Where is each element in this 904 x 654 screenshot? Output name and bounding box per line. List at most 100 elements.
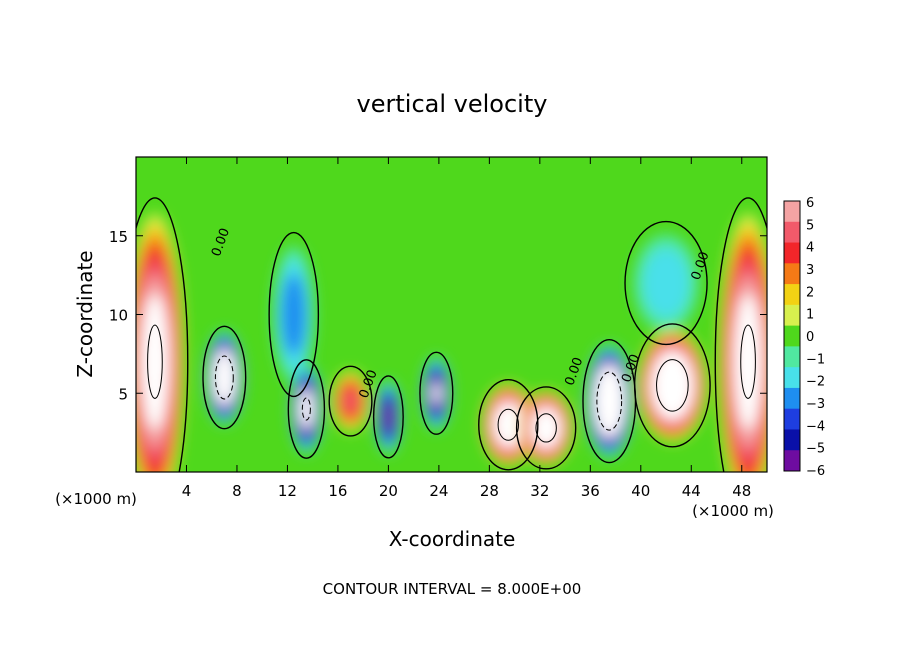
- colorbar-tick-label: 0: [806, 330, 814, 345]
- y-tick-label: 5: [118, 385, 128, 403]
- colorbar-frame: [783, 200, 801, 472]
- zero-contour: [478, 379, 539, 471]
- colorbar-tick-label: 2: [806, 285, 814, 300]
- colorbar-tick-label: 3: [806, 263, 814, 278]
- x-unit-left: (×1000 m): [55, 490, 137, 508]
- zero-contour: [328, 365, 373, 437]
- interval-contour: [147, 324, 163, 399]
- x-tick-label: 24: [429, 482, 448, 500]
- x-tick-label: 36: [581, 482, 600, 500]
- field-band: [301, 396, 311, 422]
- x-tick-label: 12: [278, 482, 297, 500]
- field-feature-negative: [290, 364, 323, 454]
- field-feature-negative: [633, 234, 699, 332]
- colorbar-tick-label: 4: [806, 241, 814, 256]
- colorbar: 6 5 4 3 2 1 0 −1 −2 −3 −4 −5 −6: [783, 196, 825, 479]
- contour-interval-footer: CONTOUR INTERVAL = 8.000E+00: [323, 580, 582, 598]
- field-feature-positive: [637, 329, 707, 442]
- field-band: [219, 365, 230, 390]
- zero-contour: [515, 386, 577, 470]
- colorbar-tick-label: −2: [806, 375, 825, 390]
- field-feature-positive: [331, 370, 370, 432]
- colorbar-tick-label: −4: [806, 419, 825, 434]
- field-band: [642, 247, 690, 319]
- field-band: [146, 320, 164, 404]
- field-band: [431, 382, 441, 405]
- interval-contour: [497, 408, 519, 441]
- x-tick-label: 4: [182, 482, 192, 500]
- zero-contour: [202, 325, 247, 430]
- colorbar-swatch: [784, 450, 800, 472]
- colorbar-swatch: [784, 304, 800, 327]
- field-band: [603, 387, 615, 415]
- colorbar-swatch: [784, 263, 800, 285]
- x-tick-label: 32: [530, 482, 549, 500]
- colorbar-swatch: [784, 429, 800, 451]
- y-axis-ticks: 5 10 15: [109, 228, 767, 403]
- colorbar-swatch: [784, 387, 800, 410]
- y-tick-label: 15: [109, 228, 128, 246]
- colorbar-swatch: [784, 242, 800, 264]
- colorbar-swatch: [784, 284, 800, 306]
- field-band: [739, 320, 757, 404]
- field-feature-positive: [481, 383, 536, 466]
- colorbar-swatch: [784, 367, 800, 389]
- zero-contour: [633, 323, 711, 448]
- field-band: [281, 273, 307, 356]
- interval-contour: [535, 413, 557, 443]
- interval-contour: [740, 324, 756, 399]
- heatmap-area: [136, 157, 767, 472]
- zero-contour: [419, 351, 454, 435]
- x-tick-label: 28: [480, 482, 499, 500]
- x-unit-right: (×1000 m): [692, 502, 774, 520]
- colorbar-tick-label: −3: [806, 397, 825, 412]
- field-feature-negative: [375, 380, 402, 454]
- x-tick-label: 20: [379, 482, 398, 500]
- x-tick-label: 8: [232, 482, 242, 500]
- zero-contour: [287, 359, 326, 459]
- field-band: [343, 390, 358, 413]
- zero-contour: [624, 220, 708, 346]
- field-band: [382, 401, 394, 433]
- colorbar-swatch: [784, 346, 800, 368]
- colorbar-swatch: [784, 325, 800, 347]
- zero-contour: [268, 231, 320, 398]
- field-band: [501, 413, 516, 436]
- x-axis-ticks: 4 8 12 16 20 24 28 32 36 40 44 48: [182, 157, 751, 500]
- colorbar-swatch: [784, 221, 800, 244]
- field-band: [539, 418, 554, 438]
- interval-contour: [596, 371, 623, 431]
- field-feature-negative: [273, 246, 315, 383]
- colorbar-tick-label: −6: [806, 464, 825, 479]
- colorbar-tick-label: 1: [806, 308, 814, 323]
- chart-title: vertical velocity: [357, 90, 548, 118]
- x-axis-label: X-coordinate: [389, 527, 516, 551]
- field-band: [663, 371, 681, 400]
- field-feature-positive: [718, 213, 767, 472]
- field-feature-negative: [421, 356, 452, 430]
- x-tick-label: 40: [631, 482, 650, 500]
- field-feature-negative: [204, 330, 244, 425]
- y-axis-label: Z-coordinate: [73, 250, 97, 377]
- velocity-field: [136, 213, 767, 472]
- field-feature-negative: [585, 344, 634, 458]
- colorbar-swatch: [784, 201, 800, 223]
- colorbar-swatch: [784, 408, 800, 430]
- field-feature-positive: [136, 213, 185, 472]
- zero-contour: [136, 197, 189, 472]
- interval-contour: [301, 397, 311, 421]
- colorbar-tick-label: 6: [806, 196, 814, 211]
- y-tick-label: 10: [109, 307, 128, 325]
- x-tick-label: 44: [682, 482, 701, 500]
- x-tick-label: 16: [328, 482, 347, 500]
- colorbar-tick-label: −5: [806, 442, 825, 457]
- field-feature-positive: [519, 390, 574, 466]
- interval-contour: [214, 355, 234, 400]
- colorbar-tick-label: −1: [806, 352, 825, 367]
- contour-lines: [136, 197, 767, 472]
- interval-contour: [656, 359, 689, 412]
- x-tick-label: 48: [732, 482, 751, 500]
- colorbar-tick-label: 5: [806, 218, 814, 233]
- zero-contour: [372, 375, 404, 459]
